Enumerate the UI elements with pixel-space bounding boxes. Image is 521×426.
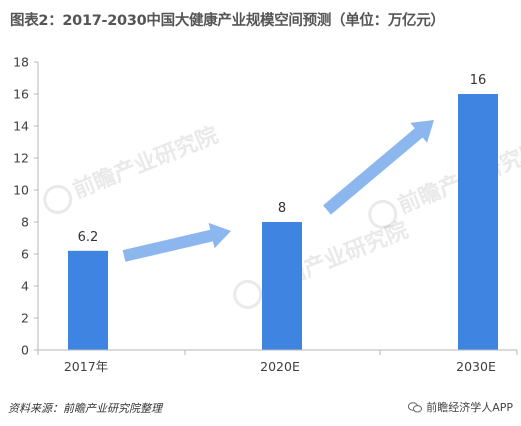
wechat-brand: 前瞻经济学人APP: [408, 399, 513, 415]
y-tick-label-0: 0: [21, 343, 29, 358]
y-tick-label-8: 8: [21, 215, 29, 230]
watermark-logo-0: [43, 184, 73, 214]
y-tick-label-2: 2: [21, 311, 29, 326]
x-tick-label-2030E: 2030E: [456, 359, 496, 374]
bar-2030E: [458, 94, 498, 350]
y-tick-label-18: 18: [13, 55, 29, 70]
watermark-1: 前瞻产业研究院: [233, 217, 412, 309]
watermark-logo-2: [368, 199, 398, 229]
y-tick-label-4: 4: [21, 279, 29, 294]
bar-series: 6.2 8 16: [68, 73, 498, 350]
bar-2020E: [262, 222, 302, 350]
watermark-logo-1: [233, 279, 263, 309]
y-tick-label-14: 14: [13, 119, 29, 134]
bar-2017年: [68, 250, 108, 350]
x-tick-label-2017年: 2017年: [64, 359, 108, 374]
watermark-text-2: 前瞻产业研究院: [394, 137, 521, 219]
wechat-icon: [408, 401, 423, 413]
source-note: 资料来源：前瞻产业研究院整理: [8, 402, 162, 415]
watermark-text-0: 前瞻产业研究院: [69, 122, 222, 204]
data-label-2030E: 16: [470, 73, 487, 88]
y-tick-label-12: 12: [13, 151, 29, 166]
trend-arrows: [122, 120, 434, 262]
y-tick-label-16: 16: [13, 87, 29, 102]
wechat-label: 前瞻经济学人APP: [426, 401, 513, 414]
x-tick-label-2020E: 2020E: [260, 359, 300, 374]
watermark-0: 前瞻产业研究院: [43, 122, 222, 214]
y-tick-label-6: 6: [21, 247, 29, 262]
y-tick-label-10: 10: [13, 183, 29, 198]
chart-title: 图表2：2017-2030中国大健康产业规模空间预测（单位：万亿元）: [10, 13, 445, 29]
trend-arrow-2: [323, 120, 434, 215]
chart-axes: 0 2 4 6 8 10 12 14 16 18 2017年 2020E 2030E: [13, 55, 518, 374]
trend-arrow-1: [122, 222, 231, 262]
data-label-2020E: 8: [278, 201, 286, 216]
data-label-2017年: 6.2: [78, 230, 99, 245]
